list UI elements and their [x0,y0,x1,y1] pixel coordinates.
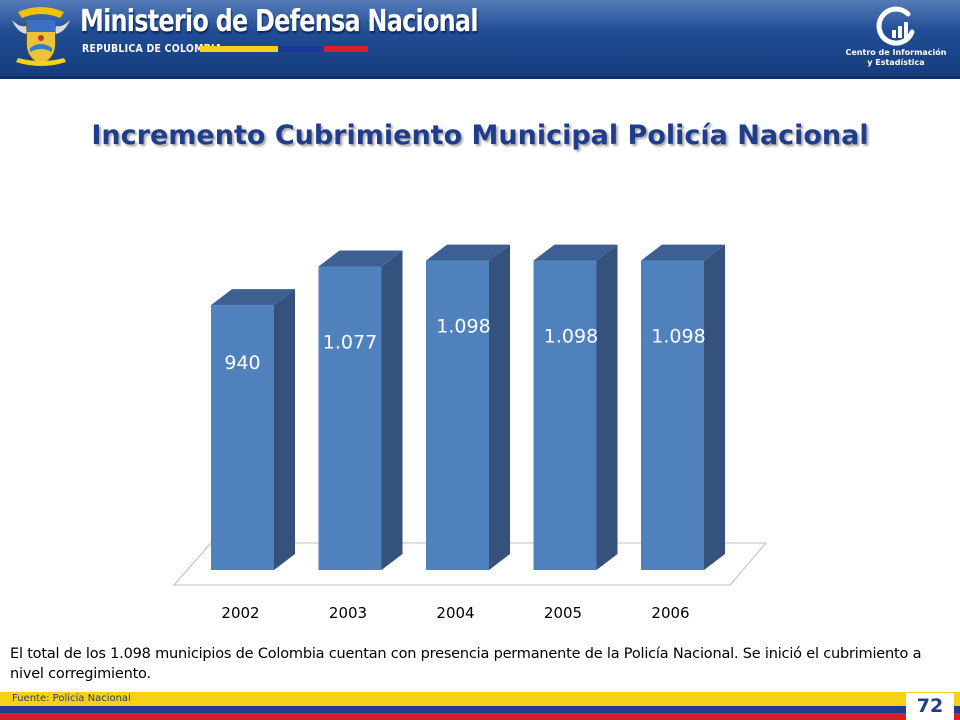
bar-top [641,244,725,261]
chart-bars: 940 1.077 1.098 1.098 1.098 [211,244,725,570]
flag-stripe-blue [278,46,324,52]
bar-top [533,244,618,261]
republic-label: REPUBLICA DE COLOMBIA [82,42,223,55]
bar-2003: 1.077 [318,250,403,570]
x-tick-label: 2003 [329,604,367,622]
statistics-center-line2: y Estadística [867,58,925,67]
bar-front [426,260,489,570]
footer-stripe-red [0,713,960,720]
bar-value-label: 940 [224,352,260,374]
statistics-center-name: Centro de Información y Estadística [836,48,956,68]
footer-stripe-yellow [0,692,960,706]
bar-2005: 1.098 [533,244,618,570]
statistics-center-line1: Centro de Información [845,48,947,57]
bar-2006: 1.098 [641,244,725,570]
bar-top [318,250,403,267]
bar-value-label: 1.098 [436,316,490,338]
bar-value-label: 1.098 [651,326,705,348]
bar-front [641,260,704,570]
bar-front [211,305,274,570]
bar-side [704,244,725,570]
bar-side [489,244,510,570]
flag-stripe-red [324,46,368,52]
bar-value-label: 1.077 [323,332,377,354]
x-tick-label: 2002 [221,604,259,622]
chart-x-ticks: 2002 2003 2004 2005 2006 [221,604,689,622]
header-banner: Ministerio de Defensa Nacional REPUBLICA… [0,0,960,79]
bar-front [318,266,382,570]
bar-side [381,250,403,570]
ministry-name: Ministerio de Defensa Nacional [80,4,479,39]
x-tick-label: 2006 [651,604,689,622]
bar-side [596,244,618,570]
bar-side [274,289,295,570]
flag-stripes [200,46,368,52]
page-number: 72 [906,693,954,720]
footer-flag-bar [0,692,960,720]
bar-top [426,244,510,261]
bar-2004: 1.098 [426,244,510,570]
flag-stripe-yellow [200,46,278,52]
x-tick-label: 2005 [544,604,582,622]
chart-title: Incremento Cubrimiento Municipal Policía… [91,120,869,151]
source-label: Fuente: Policía Nacional [12,693,131,704]
bar-front [533,260,597,570]
footer-stripe-blue [0,706,960,713]
bar-2002: 940 [211,289,295,570]
coat-of-arms-icon [12,7,70,66]
statistics-center-logo-icon [876,6,915,46]
x-tick-label: 2004 [436,604,474,622]
header-shine [0,0,960,30]
summary-note: El total de los 1.098 municipios de Colo… [10,646,922,682]
bar-value-label: 1.098 [544,326,598,348]
bar-top [211,289,295,306]
